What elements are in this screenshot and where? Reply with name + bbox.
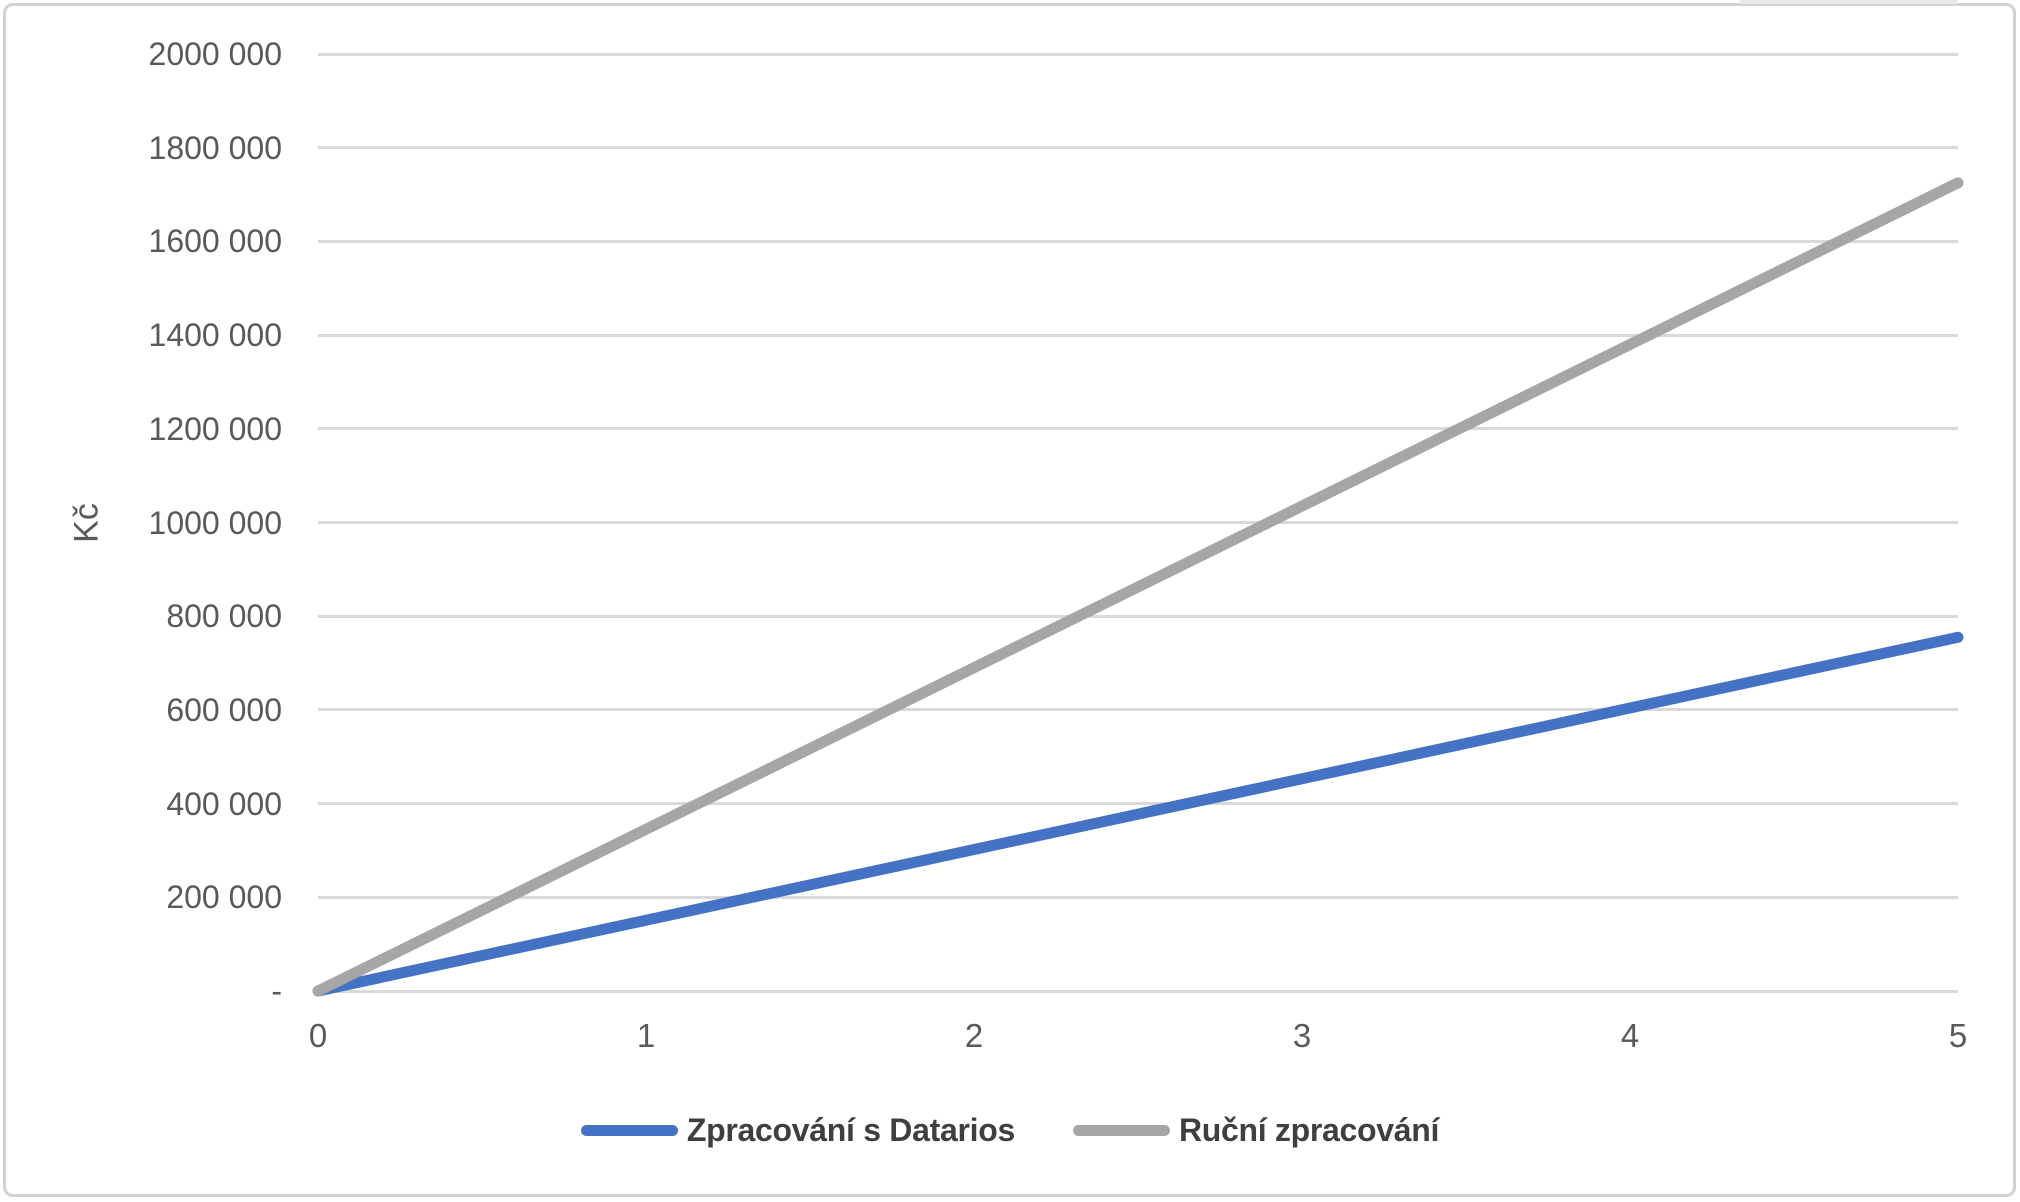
y-tick-label: - <box>271 973 282 1009</box>
gridline <box>318 708 1958 712</box>
chart-legend: Zpracování s Datarios Ruční zpracování <box>0 1098 2020 1162</box>
y-tick-label: 1400 000 <box>148 317 282 354</box>
gridline <box>318 614 1958 618</box>
gridline <box>318 146 1958 150</box>
y-tick-label: 200 000 <box>166 879 282 916</box>
legend-swatch-zpracovani-s-datarios <box>580 1124 678 1136</box>
x-tick-label: 0 <box>308 1017 328 1054</box>
y-tick-label: 1600 000 <box>148 223 282 260</box>
gridline <box>318 895 1958 899</box>
y-tick-label: 1000 000 <box>148 504 282 541</box>
gridline <box>318 239 1958 243</box>
gridline <box>318 333 1958 337</box>
clipped-content-artifact <box>1740 0 1958 4</box>
y-tick-label: 1800 000 <box>148 129 282 166</box>
x-tick-label: 2 <box>964 1017 984 1054</box>
legend-item-rucni-zpracovani: Ruční zpracování <box>1072 1111 1440 1149</box>
series-line-rucni-zpracovani <box>312 177 1964 997</box>
gridline <box>318 802 1958 806</box>
y-tick-label: 2000 000 <box>148 36 282 72</box>
x-tick-label: 4 <box>1620 1017 1640 1054</box>
x-tick-label: 5 <box>1948 1017 1968 1054</box>
series-line-zpracovani-s-datarios <box>312 631 1964 997</box>
gridline <box>318 989 1958 993</box>
legend-swatch-rucni-zpracovani <box>1072 1124 1170 1136</box>
y-tick-label: 800 000 <box>166 598 282 635</box>
x-tick-label: 1 <box>636 1017 656 1054</box>
gridline <box>318 52 1958 56</box>
legend-label: Zpracování s Datarios <box>686 1111 1015 1148</box>
gridline <box>318 521 1958 524</box>
legend-label: Ruční zpracování <box>1178 1111 1440 1148</box>
y-tick-label: 1200 000 <box>148 410 282 447</box>
y-tick-label: 600 000 <box>166 691 282 728</box>
y-tick-label: 400 000 <box>166 785 282 822</box>
x-tick-label: 3 <box>1292 1017 1312 1054</box>
legend-item-zpracovani-s-datarios: Zpracování s Datarios <box>580 1111 1015 1149</box>
gridline <box>318 427 1958 431</box>
